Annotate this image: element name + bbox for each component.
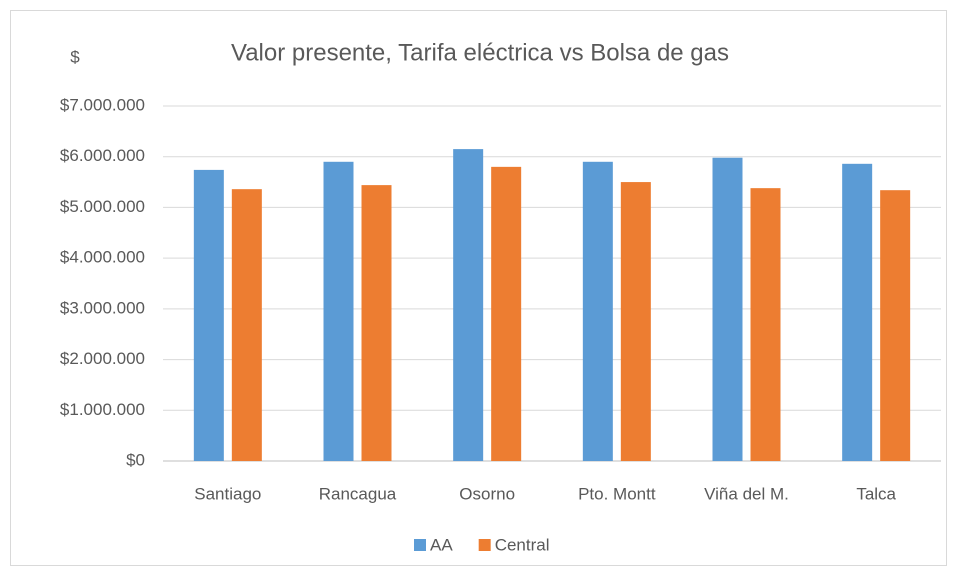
- y-tick-label: $5.000.000: [60, 197, 145, 216]
- y-axis-label: $: [70, 47, 80, 66]
- x-tick-label: Osorno: [459, 484, 515, 503]
- legend-label: AA: [430, 535, 453, 554]
- bar: [193, 169, 224, 461]
- bar: [453, 149, 484, 461]
- legend-swatch: [478, 539, 491, 551]
- bar: [712, 157, 743, 461]
- bar: [231, 189, 262, 461]
- x-tick-label: Rancagua: [319, 484, 397, 503]
- y-tick-label: $4.000.000: [60, 248, 145, 267]
- chart-title: Valor presente, Tarifa eléctrica vs Bols…: [231, 39, 729, 66]
- bar: [750, 188, 781, 461]
- bar: [842, 163, 873, 462]
- x-tick-label: Santiago: [194, 484, 261, 503]
- bar: [620, 182, 651, 462]
- legend-label: Central: [495, 535, 550, 554]
- x-tick-label: Pto. Montt: [578, 484, 656, 503]
- y-tick-label: $0: [126, 450, 145, 469]
- x-tick-label: Talca: [856, 484, 896, 503]
- bar: [323, 161, 354, 462]
- x-tick-label: Viña del M.: [704, 484, 789, 503]
- bar: [582, 161, 613, 462]
- y-tick-label: $3.000.000: [60, 298, 145, 317]
- y-tick-label: $6.000.000: [60, 146, 145, 165]
- y-tick-label: $2.000.000: [60, 349, 145, 368]
- bar: [491, 166, 522, 461]
- bar: [361, 185, 392, 461]
- legend-swatch: [414, 539, 426, 551]
- y-tick-label: $1.000.000: [60, 400, 145, 419]
- y-tick-label: $7.000.000: [60, 95, 145, 114]
- bar: [880, 190, 911, 461]
